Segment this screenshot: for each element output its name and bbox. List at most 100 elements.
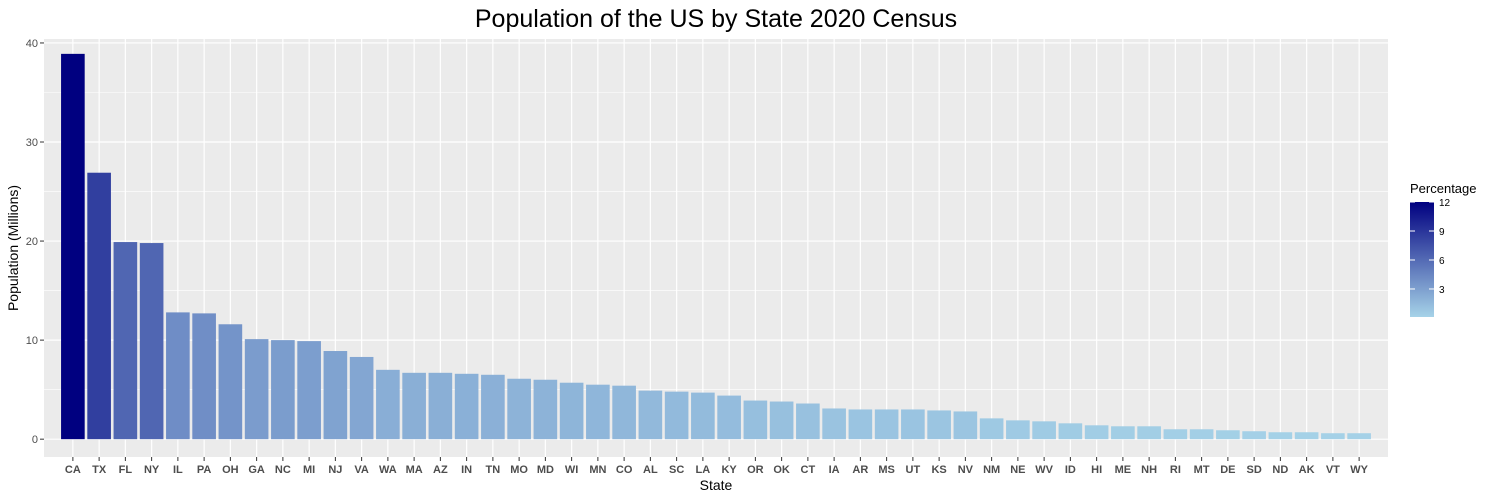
x-axis-ticks: CA TX FL NY IL PA OH GA NC MI NJ VA WA MA AZ IN TN MO MD WI… xyxy=(65,457,1369,476)
bar-nd xyxy=(1268,432,1293,440)
x-tick-label: NM xyxy=(983,464,1000,476)
bar-ms xyxy=(874,409,899,440)
x-tick-label: KY xyxy=(721,464,737,476)
bar-tx xyxy=(87,172,111,440)
bar-va xyxy=(349,356,374,440)
y-tick-label: 20 xyxy=(26,236,38,248)
x-tick-label: MT xyxy=(1194,464,1210,476)
legend-tick-label: 3 xyxy=(1439,285,1445,296)
x-tick-label: CA xyxy=(65,464,81,476)
x-tick-label: VA xyxy=(354,464,369,476)
bar-sc xyxy=(664,391,689,440)
y-tick-label: 0 xyxy=(32,434,38,446)
bar-ga xyxy=(244,339,269,440)
x-tick-label: ID xyxy=(1065,464,1076,476)
bars xyxy=(61,53,1371,440)
x-tick-label: IN xyxy=(461,464,472,476)
legend-tick-label: 12 xyxy=(1439,198,1451,209)
bar-hi xyxy=(1084,425,1109,440)
bar-ct xyxy=(796,403,820,440)
bar-id xyxy=(1058,423,1083,440)
bar-sd xyxy=(1242,431,1266,440)
x-tick-label: MO xyxy=(510,464,528,476)
x-tick-label: NJ xyxy=(328,464,342,476)
x-tick-label: GA xyxy=(248,464,265,476)
x-tick-label: CT xyxy=(801,464,816,476)
x-tick-label: NC xyxy=(275,464,291,476)
x-tick-label: AK xyxy=(1299,464,1315,476)
x-tick-label: AL xyxy=(643,464,658,476)
bar-wa xyxy=(376,369,400,440)
bar-or xyxy=(743,400,768,440)
bar-nm xyxy=(979,418,1004,440)
x-tick-label: IL xyxy=(173,464,183,476)
bar-de xyxy=(1216,430,1240,440)
x-tick-label: VT xyxy=(1326,464,1340,476)
y-axis-title: Population (Millions) xyxy=(5,185,21,311)
bar-ne xyxy=(1006,420,1030,440)
x-tick-label: RI xyxy=(1170,464,1181,476)
legend-tick-label: 6 xyxy=(1439,256,1445,267)
x-tick-label: CO xyxy=(616,464,633,476)
x-axis-title: State xyxy=(700,477,733,493)
x-tick-label: IA xyxy=(829,464,840,476)
x-tick-label: WI xyxy=(565,464,578,476)
x-tick-label: AZ xyxy=(433,464,448,476)
x-tick-label: NE xyxy=(1010,464,1025,476)
x-tick-label: TN xyxy=(486,464,501,476)
x-tick-label: DE xyxy=(1220,464,1235,476)
bar-mo xyxy=(507,378,531,440)
bar-ny xyxy=(139,243,164,440)
x-tick-label: NH xyxy=(1141,464,1157,476)
x-tick-label: MA xyxy=(406,464,423,476)
x-tick-label: HI xyxy=(1091,464,1102,476)
x-tick-label: OR xyxy=(747,464,764,476)
legend-title: Percentage xyxy=(1410,181,1477,196)
x-tick-label: ME xyxy=(1115,464,1132,476)
bar-ma xyxy=(402,372,426,440)
bar-pa xyxy=(192,313,216,440)
y-tick-label: 30 xyxy=(26,137,38,149)
bar-me xyxy=(1111,426,1135,440)
x-tick-label: ND xyxy=(1272,464,1288,476)
bar-in xyxy=(454,373,479,440)
x-tick-label: NY xyxy=(144,464,160,476)
x-tick-label: WV xyxy=(1035,464,1053,476)
y-tick-label: 10 xyxy=(26,335,38,347)
chart-title: Population of the US by State 2020 Censu… xyxy=(475,5,957,33)
bar-az xyxy=(428,372,453,440)
bar-wi xyxy=(559,382,584,440)
bar-mn xyxy=(586,384,610,440)
x-tick-label: AR xyxy=(852,464,868,476)
bar-vt xyxy=(1321,433,1345,440)
x-tick-label: KS xyxy=(931,464,946,476)
x-tick-label: WA xyxy=(379,464,397,476)
bar-wv xyxy=(1032,421,1056,440)
x-tick-label: FL xyxy=(119,464,133,476)
x-tick-label: WY xyxy=(1350,464,1368,476)
bar-ar xyxy=(848,409,873,440)
bar-ak xyxy=(1294,432,1319,440)
x-tick-label: UT xyxy=(906,464,921,476)
x-tick-label: MD xyxy=(537,464,554,476)
legend-tick-label: 9 xyxy=(1439,227,1445,238)
bar-nh xyxy=(1137,426,1161,440)
bar-mt xyxy=(1189,429,1214,440)
bar-oh xyxy=(218,324,243,440)
bar-ca xyxy=(61,53,85,440)
x-tick-label: NV xyxy=(958,464,974,476)
y-axis-ticks: 0 10 20 30 40 xyxy=(26,38,44,446)
bar-md xyxy=(533,379,558,440)
bar-nc xyxy=(271,340,295,440)
x-tick-label: SD xyxy=(1246,464,1261,476)
bar-la xyxy=(691,392,715,440)
bar-ut xyxy=(901,409,925,440)
bar-ok xyxy=(769,401,794,440)
x-tick-label: PA xyxy=(197,464,212,476)
bar-il xyxy=(166,312,190,440)
x-tick-label: SC xyxy=(669,464,684,476)
x-tick-label: MS xyxy=(878,464,895,476)
bar-fl xyxy=(113,242,138,440)
legend-ticks: 3 6 9 12 xyxy=(1410,198,1451,296)
